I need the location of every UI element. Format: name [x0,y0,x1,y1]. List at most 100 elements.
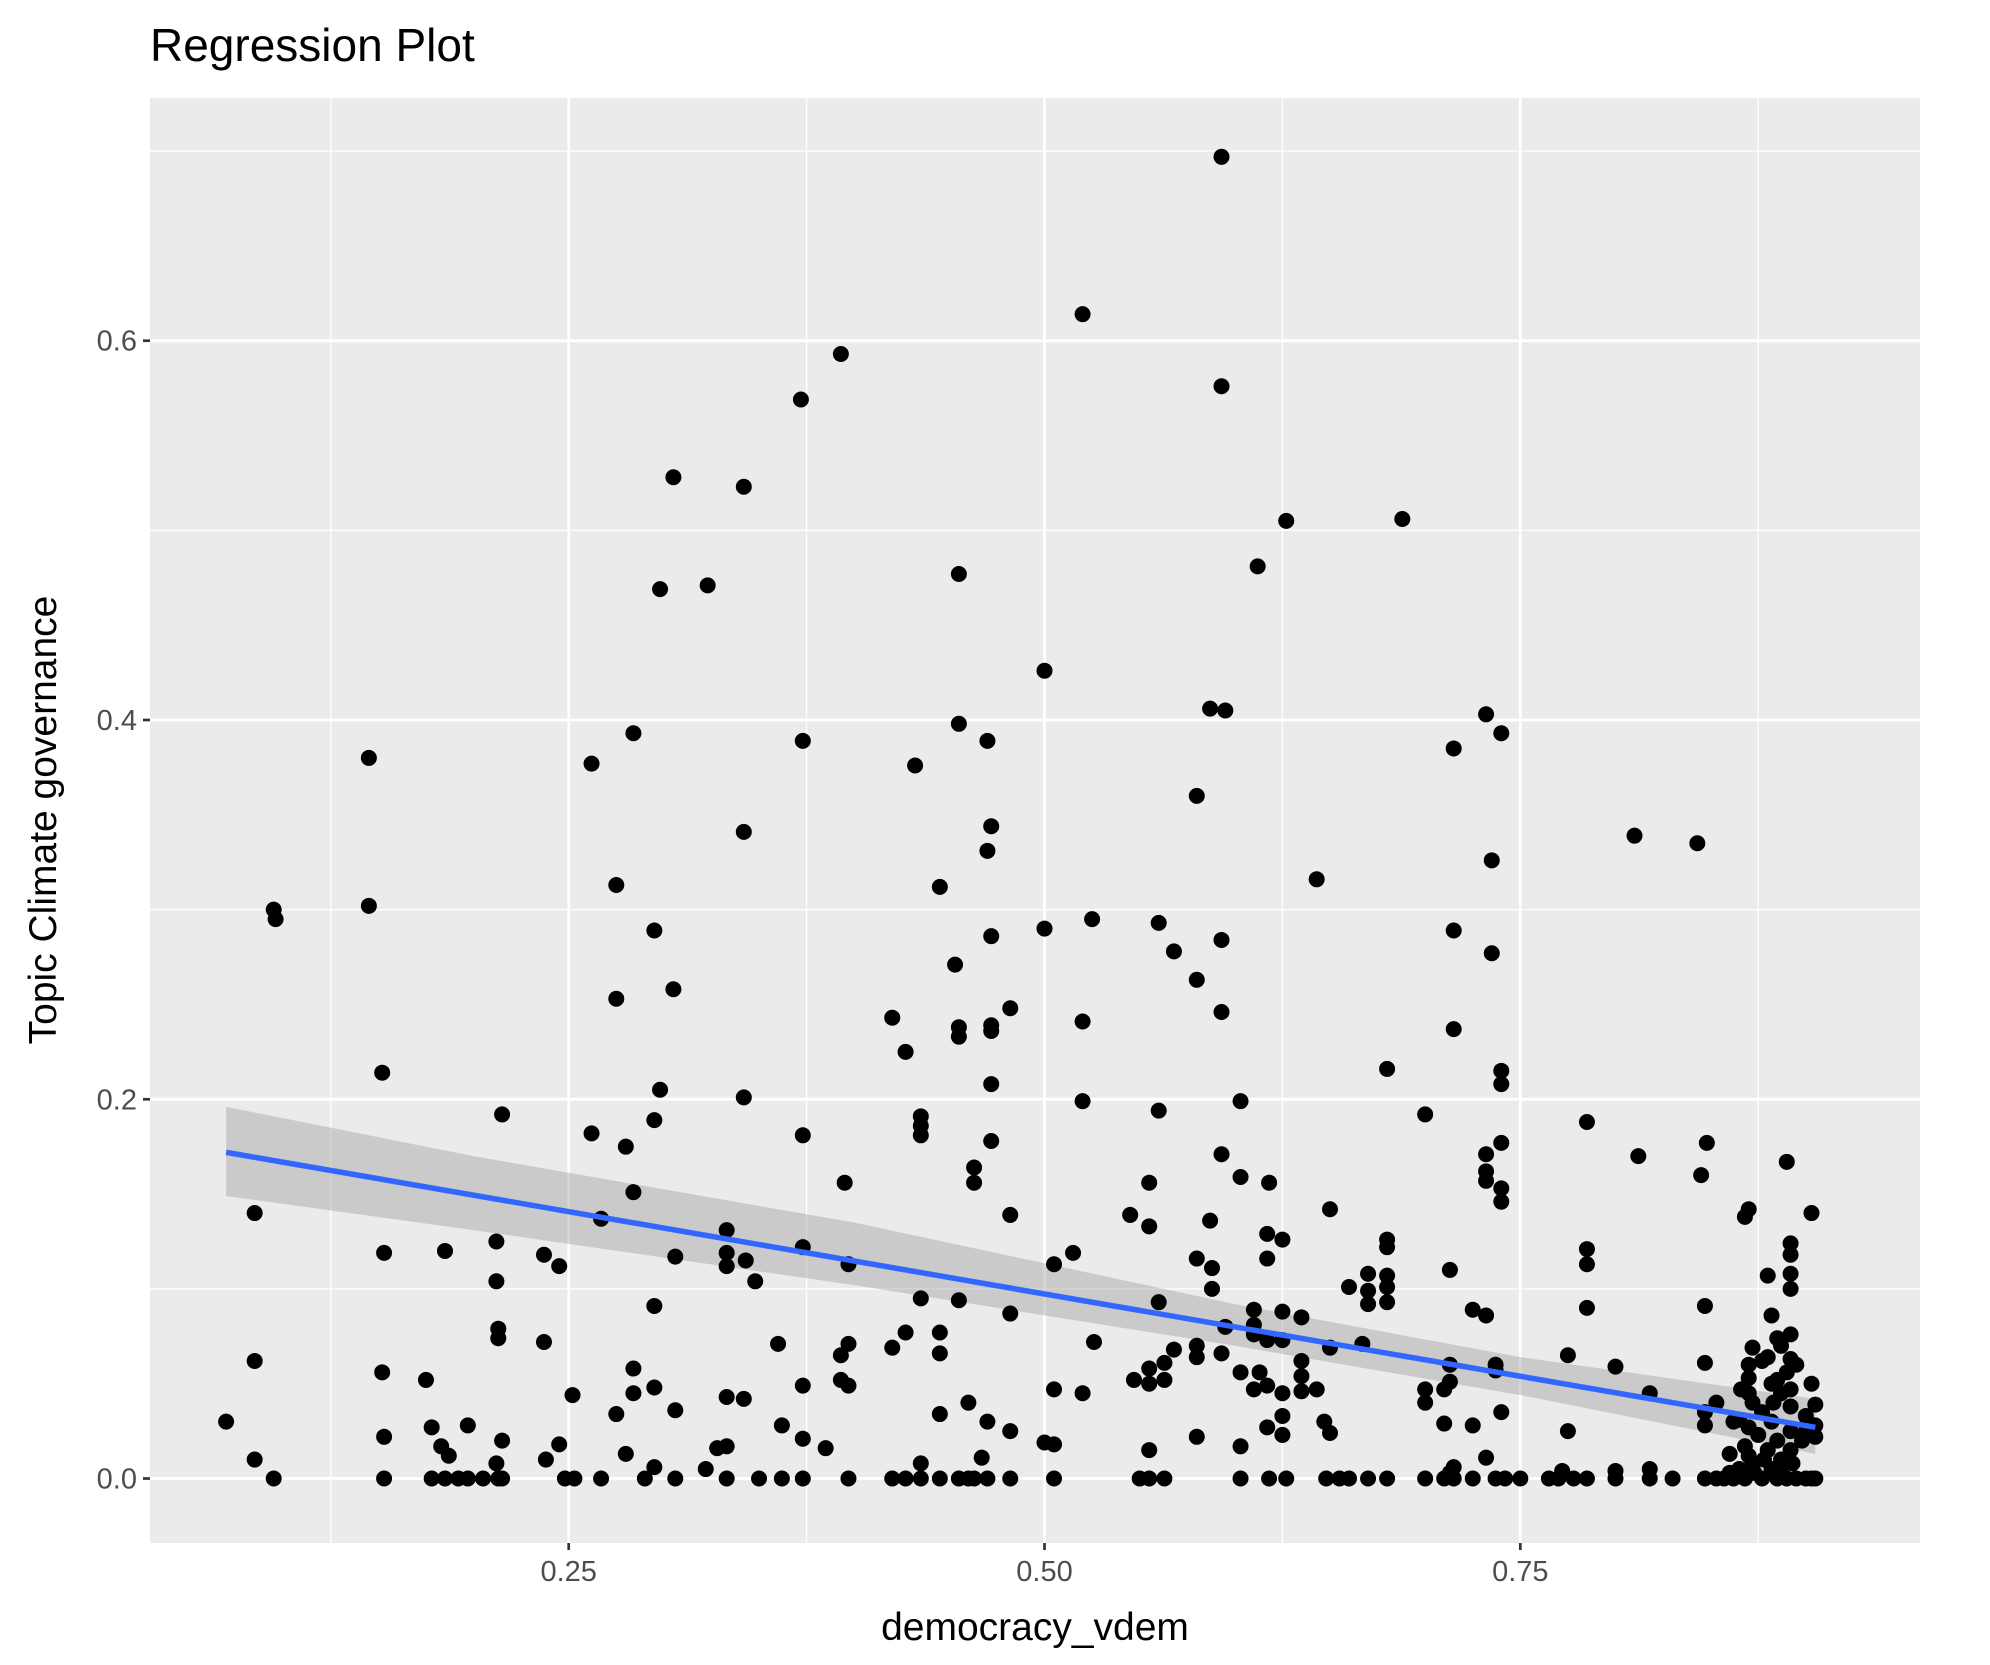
data-point [1165,1341,1182,1358]
data-point [1417,1470,1434,1487]
data-point [1493,1180,1510,1197]
data-point [983,928,1000,945]
data-point [770,1335,787,1352]
data-point [494,1432,511,1449]
data-point [423,1419,440,1436]
data-point [1740,1201,1757,1218]
data-point [1086,1333,1102,1350]
data-point [1493,1134,1510,1151]
data-point [966,1470,983,1487]
data-point [1204,1260,1220,1277]
data-point [950,1292,967,1309]
data-point [1626,827,1643,844]
data-point [246,1352,263,1369]
data-point [1274,1426,1291,1443]
data-point [1696,1354,1713,1371]
data-point [360,897,377,914]
data-point [1696,1297,1713,1314]
data-point [1578,1256,1595,1273]
data-point [667,1402,684,1419]
data-point [1002,1206,1019,1223]
data-point [979,732,996,749]
data-point [1693,1167,1710,1184]
data-point [735,1089,752,1106]
data-point [840,1335,857,1352]
data-point [1807,1428,1824,1445]
data-point [475,1470,492,1487]
data-point [417,1371,434,1388]
data-point [1065,1244,1082,1261]
data-point [1278,1470,1295,1487]
data-point [983,1132,1000,1149]
data-point [1245,1301,1262,1318]
data-point [625,1184,642,1201]
data-point [1341,1278,1358,1295]
data-point [931,878,948,895]
data-point [1217,702,1234,719]
data-point [794,1377,811,1394]
data-point [488,1273,505,1290]
data-point [488,1233,505,1250]
regression-line [225,1149,1816,1431]
data-point [1445,1470,1462,1487]
data-point [1259,1332,1276,1349]
data-point [1278,512,1295,529]
data-point [625,725,642,742]
data-point [931,1406,948,1423]
data-point [608,1406,625,1423]
data-point [583,1125,600,1142]
data-point [1232,1438,1249,1455]
data-point [1074,306,1091,323]
y-tick-label: 0.6 [97,326,137,358]
data-point [1803,1205,1820,1222]
data-point [625,1385,642,1402]
data-point [564,1387,581,1404]
y-tick-label: 0.2 [97,1084,137,1116]
data-point [718,1222,735,1239]
data-point [1261,1470,1278,1487]
data-point [1445,1459,1462,1476]
x-axis: 0.25 0.50 0.75 [540,1543,1549,1588]
data-point [1213,148,1230,165]
data-point [1464,1301,1481,1318]
data-point [1782,1280,1799,1297]
data-point [1641,1470,1658,1487]
x-tick-label: 0.25 [540,1556,596,1588]
data-point [1698,1134,1715,1151]
data-point [773,1470,790,1487]
data-point [1293,1309,1310,1326]
data-point [1322,1425,1338,1442]
data-point [737,1252,754,1269]
data-point [1744,1339,1761,1356]
data-point [840,1377,857,1394]
data-point [608,876,625,893]
minor-gridlines [150,98,1920,1543]
data-point [1318,1470,1335,1487]
data-point [535,1333,552,1350]
plot-panel [150,98,1920,1543]
data-point [1213,378,1230,395]
data-point [912,1455,929,1472]
data-point [1232,1093,1249,1110]
data-point [459,1417,476,1434]
data-point [646,1459,663,1476]
data-point [1188,971,1205,988]
data-point [897,1043,914,1060]
data-point [1002,1470,1019,1487]
y-tick-label: 0.4 [97,705,137,737]
data-point [1360,1265,1377,1282]
confidence-band-layer [226,1106,1816,1454]
data-point [794,1430,811,1447]
data-point [979,1413,996,1430]
data-point [1696,1417,1713,1434]
data-point [1773,1464,1790,1481]
data-point [1721,1445,1738,1462]
data-point [1002,1000,1019,1017]
data-point [950,1028,967,1045]
data-point [1379,1294,1396,1311]
data-point [1782,1423,1799,1440]
data-point [625,1360,642,1377]
data-point [907,757,924,774]
data-point [1046,1470,1063,1487]
data-point [1664,1470,1681,1487]
